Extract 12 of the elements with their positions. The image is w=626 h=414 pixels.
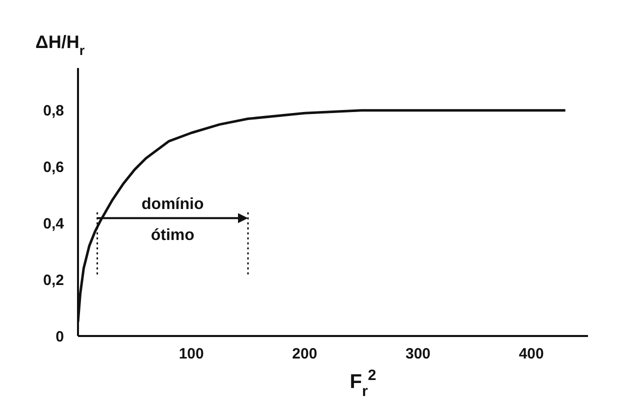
annotation: domínio bbox=[142, 196, 204, 214]
x-tick-label: 400 bbox=[518, 346, 544, 363]
annotation: ótimo bbox=[150, 227, 195, 244]
y-tick-label: 0 bbox=[56, 328, 64, 346]
y-tick-label: 0,4 bbox=[43, 215, 65, 232]
x-tick-label: 200 bbox=[292, 346, 318, 363]
x-tick-label: 100 bbox=[178, 346, 204, 363]
y-tick-label: 0,2 bbox=[43, 272, 64, 289]
y-tick-label: 0,8 bbox=[43, 102, 64, 120]
x-tick-label: 300 bbox=[405, 346, 431, 363]
y-axis-title: ΔH/H$_{r}$ bbox=[35, 32, 86, 58]
y-tick-label: 0,6 bbox=[43, 159, 64, 176]
